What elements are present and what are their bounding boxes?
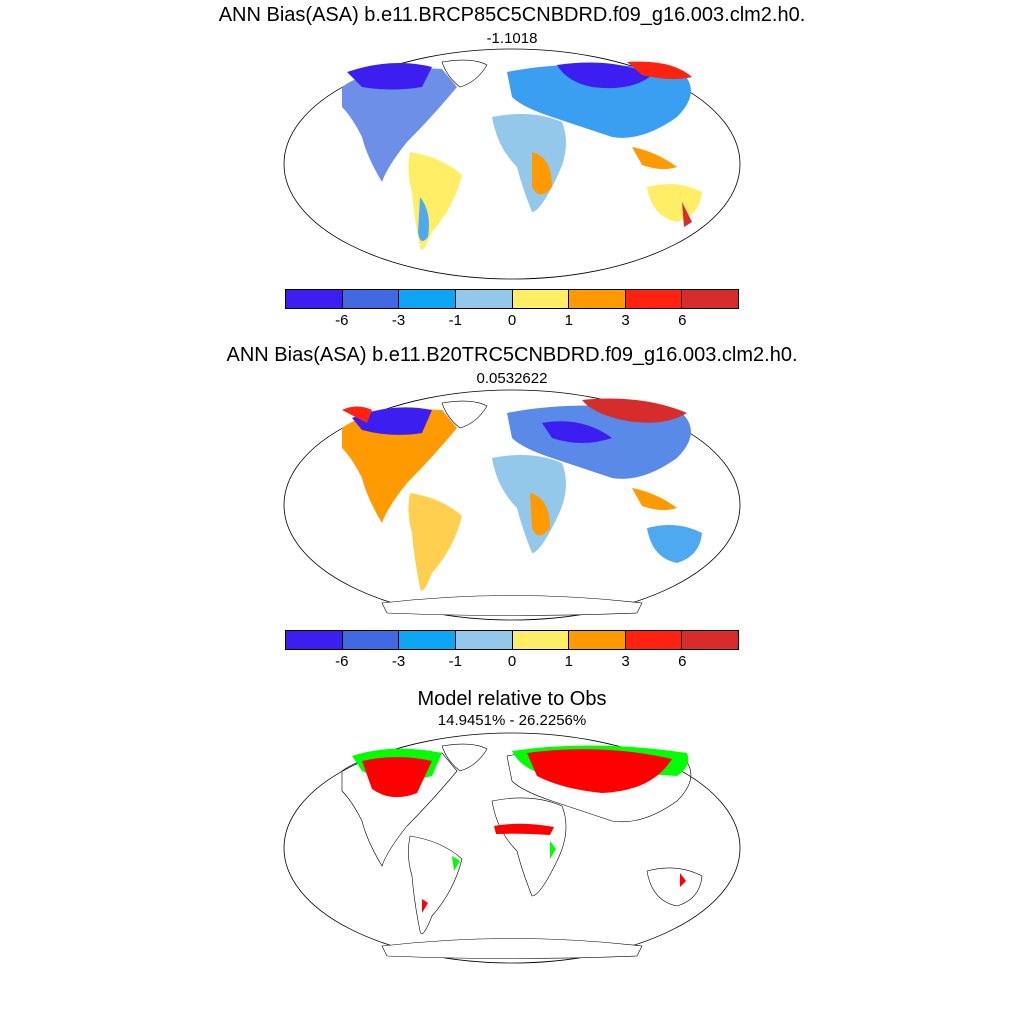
colorbar-tick-label: -6 xyxy=(335,653,349,670)
panel-1-colorbar xyxy=(285,289,739,309)
colorbar-tick-label: 6 xyxy=(678,312,687,329)
panel-1-map xyxy=(282,47,742,281)
colorbar-swatch xyxy=(682,631,738,649)
colorbar-tick-label: 0 xyxy=(507,312,517,329)
colorbar-swatch xyxy=(342,290,400,308)
colorbar-tick-label: -1 xyxy=(448,312,462,329)
colorbar-tick-label: -6 xyxy=(335,312,349,329)
colorbar-tick-label: 0 xyxy=(507,653,517,670)
panel-3-title: Model relative to Obs xyxy=(417,688,607,710)
panel-2-colorbar-ticks: -6 -3 -1 0 1 3 6 xyxy=(285,653,739,671)
panel-2-title: ANN Bias(ASA) b.e11.B20TRC5CNBDRD.f09_g1… xyxy=(226,344,798,366)
panel-1-title: ANN Bias(ASA) b.e11.BRCP85C5CNBDRD.f09_g… xyxy=(218,4,806,26)
colorbar-tick-label: 3 xyxy=(621,653,630,670)
panel-2-subtitle: 0.0532622 xyxy=(476,370,548,387)
colorbar-tick-label: -3 xyxy=(391,653,406,670)
colorbar-tick-label: -3 xyxy=(391,312,406,329)
colorbar-tick-label: -1 xyxy=(448,653,462,670)
colorbar-swatch xyxy=(455,290,513,308)
colorbar-swatch xyxy=(286,290,343,308)
colorbar-swatch xyxy=(625,631,683,649)
colorbar-swatch xyxy=(512,290,570,308)
colorbar-swatch xyxy=(682,290,738,308)
colorbar-tick-label: 3 xyxy=(621,312,630,329)
panel-2-map xyxy=(282,388,742,622)
colorbar-swatch xyxy=(455,631,513,649)
panel-2-colorbar xyxy=(285,630,739,650)
colorbar-tick-label: 1 xyxy=(564,653,573,670)
colorbar-swatch xyxy=(399,290,456,308)
colorbar-swatch xyxy=(625,290,683,308)
colorbar-swatch xyxy=(286,631,343,649)
colorbar-tick-label: 1 xyxy=(564,312,573,329)
panel-3-subtitle: 14.9451% - 26.2256% xyxy=(437,712,587,729)
colorbar-swatch xyxy=(399,631,456,649)
panel-1-colorbar-ticks: -6 -3 -1 0 1 3 6 xyxy=(285,312,739,330)
colorbar-tick-label: 6 xyxy=(678,653,687,670)
colorbar-swatch xyxy=(569,290,626,308)
colorbar-swatch xyxy=(569,631,626,649)
panel-1-subtitle: -1.1018 xyxy=(486,30,538,47)
panel-3-map xyxy=(282,731,742,965)
colorbar-swatch xyxy=(512,631,570,649)
colorbar-swatch xyxy=(342,631,400,649)
